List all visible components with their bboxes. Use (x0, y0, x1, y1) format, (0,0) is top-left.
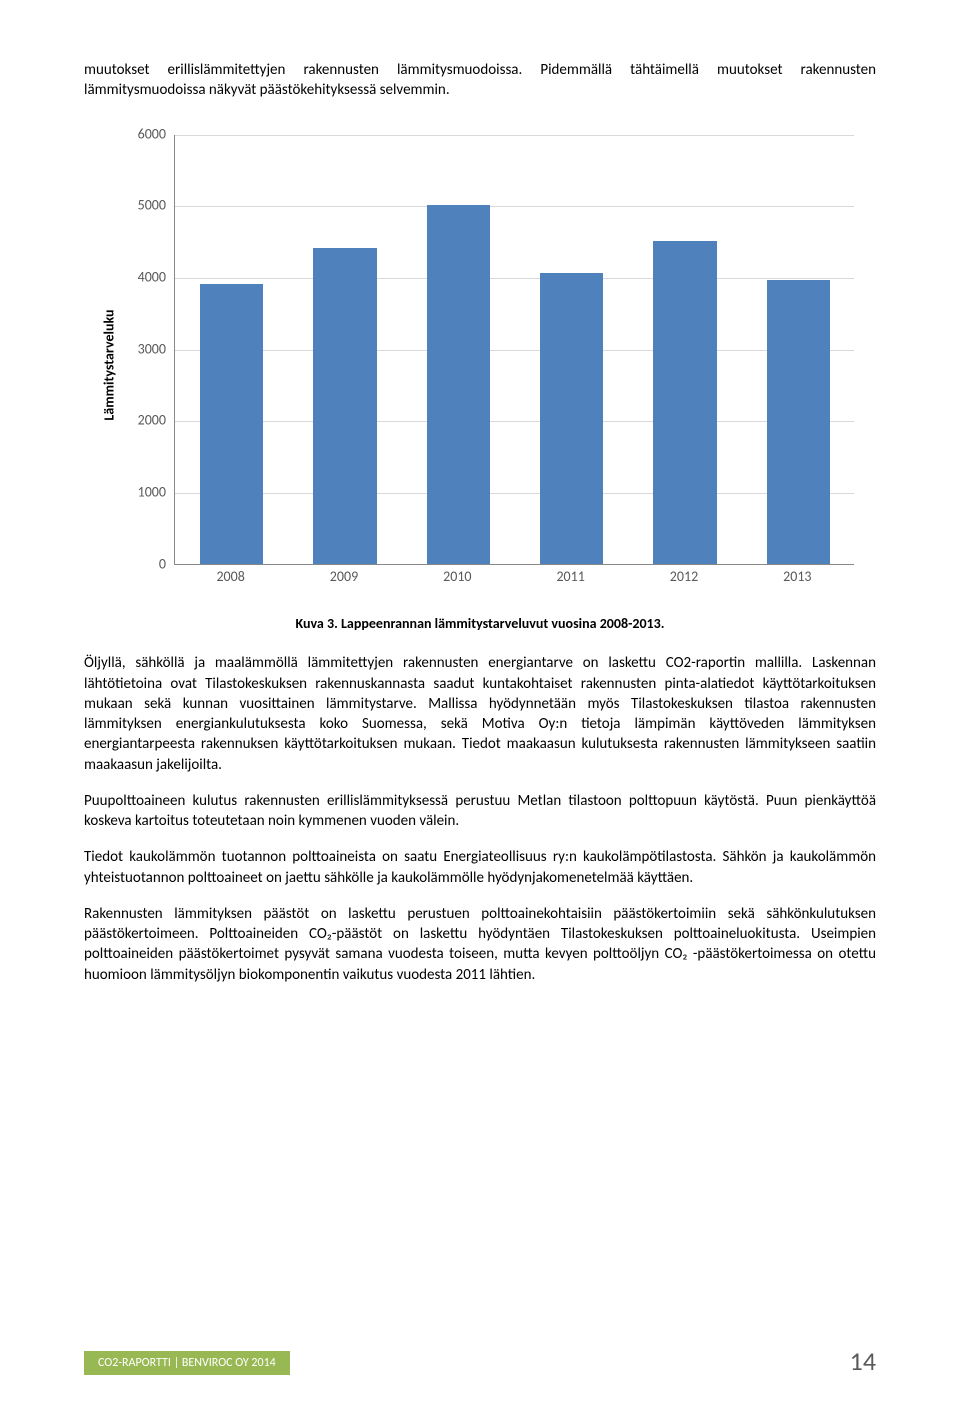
y-tick-label: 5000 (104, 197, 172, 216)
x-tick-label: 2008 (216, 568, 244, 587)
grid-line (175, 206, 854, 207)
body-paragraph-2: Puupolttoaineen kulutus rakennusten eril… (84, 791, 876, 832)
chart-caption: Kuva 3. Lappeenrannan lämmitystarveluvut… (84, 615, 876, 634)
page: muutokset erillislämmitettyjen rakennust… (0, 0, 960, 1403)
y-axis-label: Lämmitystarveluku (101, 309, 120, 420)
footer: CO2-RAPORTTI | BENVIROC OY 2014 14 (0, 1351, 960, 1375)
bar (767, 280, 830, 563)
intro-paragraph: muutokset erillislämmitettyjen rakennust… (84, 60, 876, 101)
grid-line (175, 278, 854, 279)
y-tick-label: 4000 (104, 268, 172, 287)
bar-chart: Lämmitystarveluku 0 1000 2000 3000 4000 5000 6… (104, 125, 864, 605)
x-tick-label: 2012 (670, 568, 698, 587)
plot-area (174, 135, 854, 565)
grid-line (175, 350, 854, 351)
footer-label: CO2-RAPORTTI | BENVIROC OY 2014 (84, 1351, 290, 1375)
x-tick-label: 2011 (556, 568, 584, 587)
y-tick-label: 0 (104, 555, 172, 574)
bar (653, 241, 716, 564)
grid-line (175, 421, 854, 422)
x-tick-label: 2010 (443, 568, 471, 587)
y-tick-label: 2000 (104, 412, 172, 431)
x-tick-label: 2009 (330, 568, 358, 587)
y-tick-label: 3000 (104, 340, 172, 359)
y-tick-label: 6000 (104, 125, 172, 144)
body-paragraph-4: Rakennusten lämmityksen päästöt on laske… (84, 904, 876, 985)
page-number: 14 (850, 1344, 876, 1379)
grid-line (175, 135, 854, 136)
x-tick-label: 2013 (783, 568, 811, 587)
y-tick-label: 1000 (104, 483, 172, 502)
bar (427, 205, 490, 563)
bar (540, 273, 603, 563)
bar (200, 284, 263, 564)
chart-container: Lämmitystarveluku 0 1000 2000 3000 4000 5000 6… (84, 125, 876, 605)
body-paragraph-1: Öljyllä, sähköllä ja maalämmöllä lämmite… (84, 653, 876, 775)
grid-line (175, 493, 854, 494)
body-paragraph-3: Tiedot kaukolämmön tuotannon polttoainei… (84, 847, 876, 888)
bar (313, 248, 376, 563)
